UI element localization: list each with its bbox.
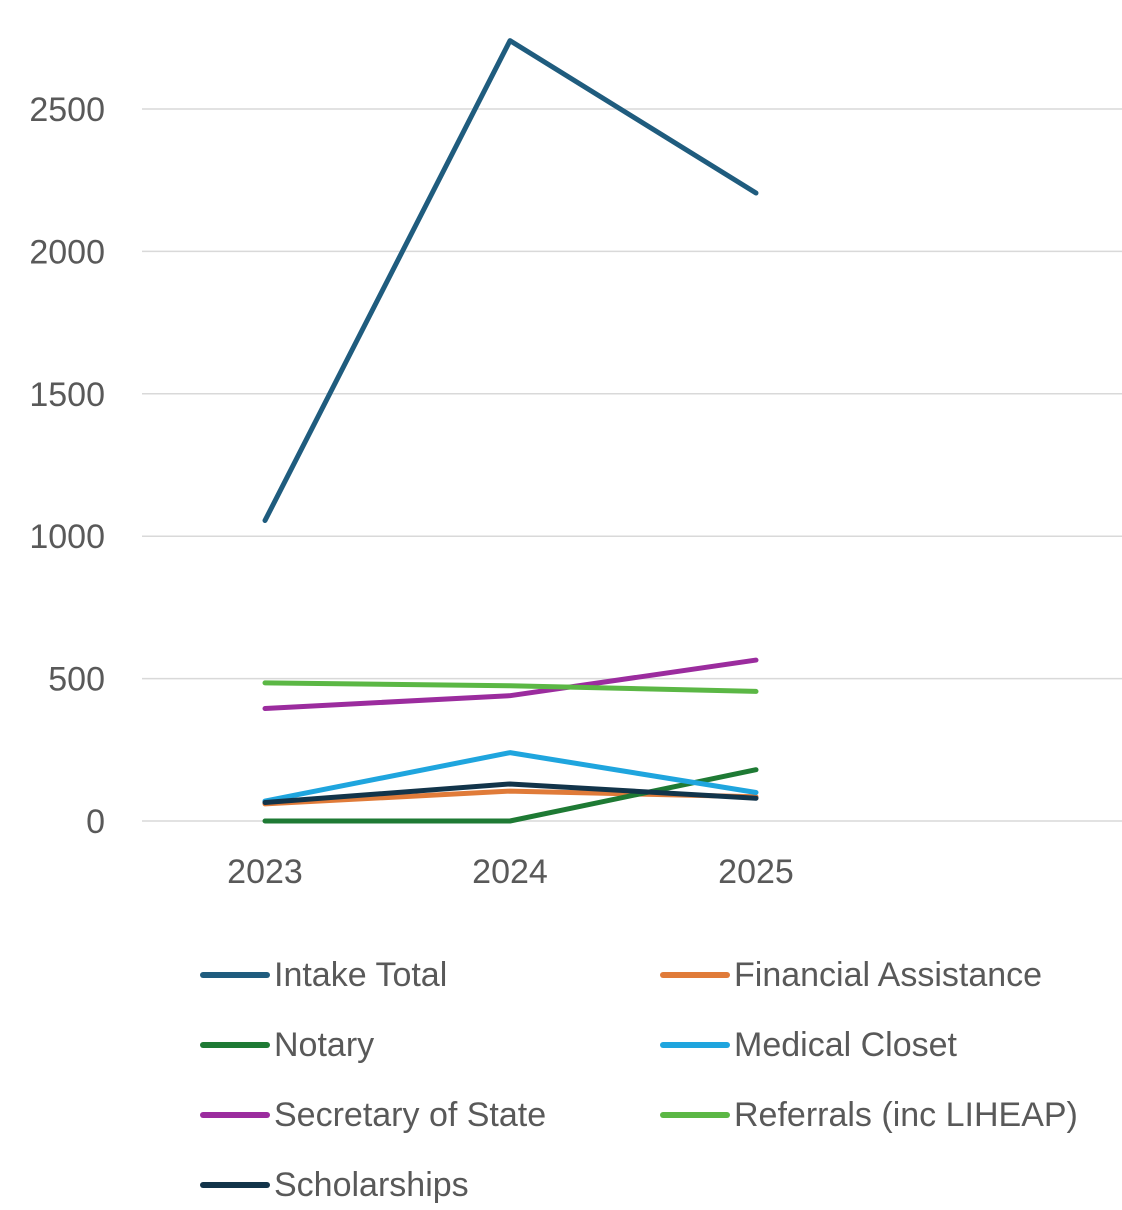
x-tick-label: 2023 [227,853,303,891]
legend-label: Scholarships [274,1165,469,1204]
legend-label: Medical Closet [734,1025,957,1064]
y-tick-label: 500 [48,661,105,699]
plot-area: 0 500 1000 1500 2000 2500 2023 2024 2025 [29,38,1122,891]
series-line-secretary-of-state [262,657,759,712]
y-tick-label: 0 [86,803,105,841]
legend-swatch [200,1042,270,1048]
legend-label: Secretary of State [274,1095,547,1134]
legend-label: Intake Total [274,955,448,994]
legend-item: Referrals (inc LIHEAP) [660,1090,1078,1140]
legend-swatch [660,972,730,978]
x-tick-label: 2025 [718,853,794,891]
series-line-referrals-inc-liheap [262,680,759,694]
series-line-notary [262,767,759,824]
legend-label: Financial Assistance [734,955,1043,994]
legend-item: Medical Closet [660,1020,957,1070]
legend-swatch [660,1042,730,1048]
legend-item: Financial Assistance [660,950,1042,1000]
legend-swatch [200,972,270,978]
series-line-intake-total [262,38,759,524]
series-line-scholarships [262,781,759,805]
legend-swatch [660,1112,730,1118]
y-tick-label: 2000 [29,233,105,271]
gridlines [142,108,1122,822]
series-lines [262,38,759,824]
y-axis-ticks: 0 500 1000 1500 2000 2500 [29,91,105,841]
x-axis-ticks: 2023 2024 2025 [227,853,794,891]
legend-item: Notary [200,1020,374,1070]
legend-swatch [200,1112,270,1118]
x-tick-label: 2024 [472,853,548,891]
y-tick-label: 2500 [29,91,105,129]
y-tick-label: 1500 [29,376,105,414]
series-line-medical-closet [262,750,759,804]
legend-item: Intake Total [200,950,447,1000]
legend-label: Notary [274,1025,375,1064]
y-tick-label: 1000 [29,518,105,556]
legend-item: Scholarships [200,1160,469,1210]
legend-item: Secretary of State [200,1090,546,1140]
legend-swatch [200,1182,270,1188]
legend-label: Referrals (inc LIHEAP) [734,1095,1078,1134]
